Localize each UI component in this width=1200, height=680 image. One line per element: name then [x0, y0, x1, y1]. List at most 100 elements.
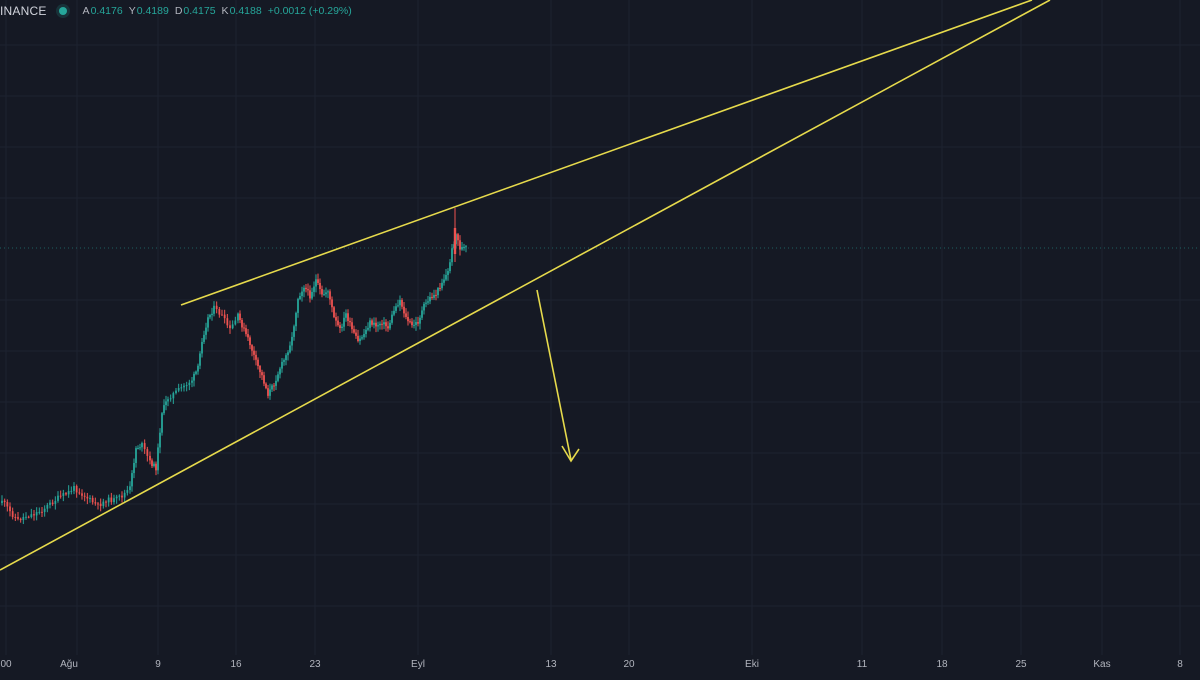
- candle-body: [163, 405, 165, 414]
- candle-body: [9, 506, 11, 512]
- candle-body: [441, 282, 443, 289]
- candle-body: [94, 502, 97, 504]
- time-axis-label: Eyl: [411, 659, 425, 670]
- candle-body: [327, 291, 329, 293]
- candle-body: [99, 503, 102, 507]
- candle-body: [403, 306, 405, 314]
- candle-body: [70, 490, 73, 492]
- time-axis-label: 00: [0, 659, 12, 670]
- candle-body: [131, 473, 133, 487]
- arrow-shaft[interactable]: [536, 289, 572, 461]
- candle-body: [223, 314, 226, 319]
- candle-body: [355, 332, 357, 336]
- candle-body: [407, 316, 409, 322]
- candle-body: [393, 310, 395, 315]
- candle-body: [183, 385, 185, 388]
- candle-body: [209, 314, 211, 318]
- candle-body: [213, 305, 215, 314]
- candle-body: [339, 325, 341, 328]
- high-label: Y: [128, 5, 136, 17]
- candle-body: [226, 318, 229, 326]
- candle-body: [161, 413, 163, 433]
- candle-body: [46, 504, 49, 509]
- drawings[interactable]: [0, 0, 1051, 571]
- candle-body: [81, 493, 83, 496]
- candle-body: [351, 322, 353, 330]
- candle-body: [177, 388, 180, 391]
- candle-body: [429, 296, 431, 302]
- candle-body: [243, 327, 245, 329]
- candle-body: [107, 497, 110, 503]
- candle-body: [62, 493, 65, 496]
- ohlc-values: A0.4176 Y0.4189 D0.4175 K0.4188 +0.0012 …: [83, 5, 352, 17]
- candle-body: [443, 279, 445, 283]
- time-axis-label: Kas: [1093, 659, 1110, 670]
- candle-body: [347, 313, 349, 321]
- candle-body: [365, 329, 367, 335]
- candle-body: [83, 495, 86, 497]
- candle-body: [363, 334, 365, 338]
- candle-body: [405, 313, 407, 317]
- wedge-lower-trendline[interactable]: [0, 0, 1051, 571]
- wedge-upper-trendline[interactable]: [180, 0, 1033, 306]
- candle-body: [465, 246, 467, 248]
- candle-body: [249, 337, 251, 346]
- candle-body: [319, 282, 321, 290]
- candle-body: [385, 322, 387, 327]
- candle-body: [135, 448, 137, 463]
- candle-body: [349, 320, 351, 323]
- candle-body: [1, 500, 3, 503]
- candle-body: [229, 325, 231, 329]
- candle-body: [423, 303, 425, 311]
- candle-body: [291, 336, 293, 346]
- candle-body: [137, 447, 139, 449]
- time-axis-label: 11: [857, 659, 868, 670]
- candle-body: [419, 317, 421, 324]
- low-value: 0.4175: [183, 5, 216, 17]
- candle-body: [359, 338, 361, 342]
- candle-body: [193, 373, 195, 381]
- candle-body: [257, 359, 259, 366]
- candle-body: [315, 279, 317, 287]
- candle-body: [86, 496, 89, 499]
- candle-body: [89, 497, 91, 499]
- candle-body: [461, 247, 463, 250]
- candle-body: [38, 511, 41, 513]
- candle-body: [115, 496, 118, 499]
- candle-body: [123, 492, 126, 498]
- candle-body: [231, 324, 234, 329]
- candle-body: [191, 380, 193, 383]
- candle-body: [199, 353, 201, 366]
- candle-body: [126, 490, 129, 493]
- arrow-head[interactable]: [561, 445, 580, 463]
- candle-body: [25, 516, 27, 518]
- candle-body: [367, 327, 369, 330]
- candle-body: [427, 301, 429, 303]
- candle-body: [19, 518, 22, 521]
- candle-body: [431, 296, 433, 298]
- candle-body: [457, 234, 459, 241]
- candle-body: [73, 486, 75, 491]
- candle-body: [277, 374, 279, 381]
- candle-body: [207, 317, 209, 328]
- candle-body: [415, 322, 417, 325]
- candle-body: [169, 398, 172, 400]
- candle-body: [445, 274, 447, 280]
- candle-body: [335, 317, 337, 321]
- candle-body: [78, 492, 81, 494]
- candle-body: [185, 385, 188, 387]
- candle-body: [373, 322, 375, 325]
- candle-body: [263, 375, 265, 384]
- candle-body: [113, 498, 115, 503]
- time-axis[interactable]: 00 Ağu 9 16 23 Eyl 13 20 Eki 11 18 25 Kas 8: [0, 659, 1183, 670]
- candle-body: [299, 295, 301, 300]
- candle-body: [51, 502, 54, 504]
- candle-body: [389, 322, 391, 329]
- candle-body: [283, 360, 285, 362]
- candle-body: [102, 501, 105, 507]
- time-axis-label: 9: [155, 659, 161, 670]
- candle-body: [253, 350, 255, 355]
- candle-body: [323, 294, 325, 296]
